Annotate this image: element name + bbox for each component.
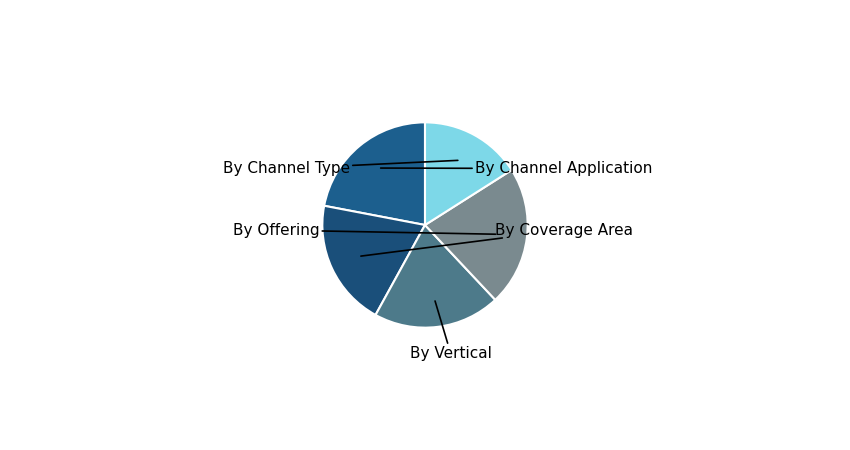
Text: © Polaris Market Research and Consulting LLP: © Polaris Market Research and Consulting… <box>583 419 824 429</box>
Wedge shape <box>376 225 496 328</box>
Text: ✉: ✉ <box>323 417 335 431</box>
Text: ☎: ☎ <box>26 417 42 431</box>
Text: sales@polarismarketresearch.com: sales@polarismarketresearch.com <box>353 419 533 429</box>
Text: +1 929-297-9727 | +44-289-581-7111: +1 929-297-9727 | +44-289-581-7111 <box>55 419 257 429</box>
Text: Playout Automation & Channel-in-a-box By Segmentation: Playout Automation & Channel-in-a-box By… <box>88 18 762 38</box>
Wedge shape <box>425 170 528 300</box>
Wedge shape <box>324 122 425 225</box>
Text: By Vertical: By Vertical <box>410 301 491 361</box>
Wedge shape <box>425 122 512 225</box>
Text: By Channel Application: By Channel Application <box>381 161 652 176</box>
Text: By Coverage Area: By Coverage Area <box>361 223 632 256</box>
Wedge shape <box>322 206 425 315</box>
Text: By Channel Type: By Channel Type <box>223 160 458 176</box>
Text: By Offering: By Offering <box>233 223 496 238</box>
